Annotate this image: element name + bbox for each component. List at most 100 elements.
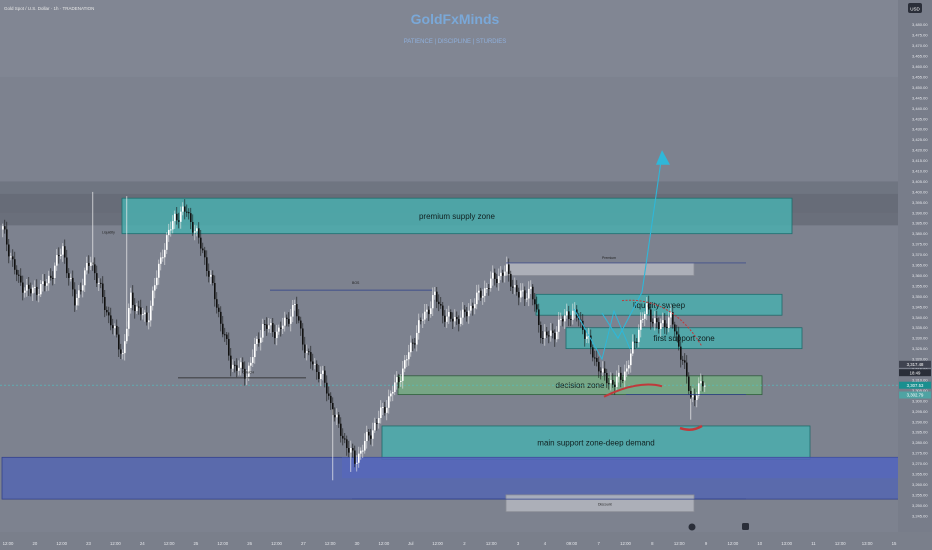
candle-body (438, 301, 440, 305)
candle-body (50, 275, 52, 278)
candle-body (634, 341, 636, 343)
candle-body (674, 324, 676, 332)
candle-body (168, 229, 170, 236)
candle-body (244, 368, 246, 379)
y-tick-label: 3,355.00 (912, 283, 928, 288)
candle-body (638, 329, 640, 343)
decision-zone-label: decision zone (556, 381, 605, 390)
x-tick-label: 12:00 (325, 541, 336, 546)
candle-body (250, 362, 252, 366)
candle-body (624, 371, 626, 381)
x-tick-label: 25 (194, 541, 199, 546)
candle-body (478, 290, 480, 293)
y-tick-label: 3,300.00 (912, 398, 928, 403)
y-tick-label: 3,250.00 (912, 503, 928, 508)
candle-body (348, 448, 350, 453)
candle-body (400, 380, 402, 383)
candle-body (76, 297, 78, 306)
candle-body (398, 377, 400, 383)
candle-body (204, 250, 206, 258)
candle-body (330, 395, 332, 404)
candle-body (54, 265, 56, 279)
candle-body (490, 278, 492, 289)
candle-body (22, 282, 24, 293)
candle-body (298, 316, 300, 321)
candle-body (90, 262, 92, 266)
candle-body (530, 286, 532, 289)
y-tick-label: 3,465.00 (912, 54, 928, 59)
candle-body (402, 368, 404, 381)
candle-body (482, 295, 484, 298)
candle-body (106, 310, 108, 313)
candle-body (656, 318, 658, 323)
y-tick-label: 3,310.00 (912, 377, 928, 382)
candle-body (600, 371, 602, 373)
main-support-zone (381, 425, 811, 460)
candle-body (70, 277, 72, 279)
first-support-zone (565, 327, 803, 350)
candle-body (80, 290, 82, 292)
candle-body (190, 213, 192, 223)
candle-body (692, 395, 694, 398)
y-tick-label: 3,320.00 (912, 357, 928, 362)
x-tick-label: Jul (408, 541, 414, 546)
candle-body (472, 305, 474, 309)
candle-body (598, 361, 600, 372)
x-tick-label: 15 (892, 541, 897, 546)
candle-body (480, 290, 482, 298)
candle-body (236, 365, 238, 371)
candle-body (128, 307, 130, 329)
candle-body (378, 418, 380, 424)
candle-body (202, 248, 204, 251)
annotation-label: BOS (352, 281, 360, 285)
candle-body (552, 330, 554, 333)
y-tick-label: 3,290.00 (912, 419, 928, 424)
candle-body (60, 254, 62, 256)
y-tick-label: 3,400.00 (912, 189, 928, 194)
candle-body (324, 370, 326, 383)
candle-body (86, 262, 88, 271)
candle-body (284, 317, 286, 326)
currency-badge (908, 3, 922, 13)
candle-body (614, 384, 616, 387)
candle-body (676, 331, 678, 335)
candle-body (220, 311, 222, 324)
candle-body (216, 299, 218, 308)
candle-body (310, 352, 312, 362)
candle-body (376, 422, 378, 424)
candle-body (340, 423, 342, 436)
x-tick-label: 12:00 (164, 541, 175, 546)
candle-body (660, 323, 662, 330)
candle-body (452, 318, 454, 322)
candle-body (208, 270, 210, 277)
y-tick-label: 3,280.00 (912, 440, 928, 445)
candle-body (212, 274, 214, 284)
candle-body (272, 323, 274, 333)
candle-body (442, 305, 444, 316)
candle-body (362, 450, 364, 452)
y-tick-label: 3,425.00 (912, 137, 928, 142)
candle-body (436, 291, 438, 302)
x-tick-label: 09:00 (566, 541, 577, 546)
candle-body (538, 309, 540, 326)
candle-body (678, 334, 680, 347)
annotation-label: Discount (598, 502, 612, 506)
candle-body (504, 271, 506, 276)
candle-body (194, 231, 196, 233)
premium-supply-zone (121, 197, 793, 235)
candle-body (180, 211, 182, 222)
candle-body (48, 275, 50, 284)
candle-body (560, 318, 562, 320)
candle-body (316, 363, 318, 372)
candle-body (618, 372, 620, 377)
candle-body (476, 292, 478, 305)
candle-body (40, 284, 42, 295)
candle-body (338, 414, 340, 424)
candle-body (382, 407, 384, 409)
candle-body (320, 373, 322, 380)
candle-body (162, 257, 164, 259)
candle-body (528, 288, 530, 299)
candle-body (632, 341, 634, 354)
candle-body (288, 318, 290, 324)
candle-body (10, 256, 12, 258)
